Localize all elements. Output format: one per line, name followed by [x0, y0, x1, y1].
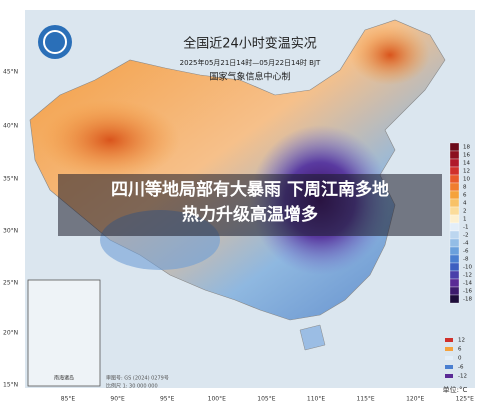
headline: 热力升级高温增多: [182, 204, 318, 225]
legend-label: 8: [463, 185, 467, 191]
small-legend-label: 12: [458, 338, 465, 344]
lat-label: 25°N: [3, 280, 18, 287]
lat-label: 20°N: [3, 330, 18, 337]
lon-label: 95°E: [160, 396, 175, 403]
lon-label: 125°E: [456, 396, 474, 403]
small-legend-label: -6: [458, 365, 464, 371]
small-legend-mark: [445, 365, 453, 369]
logo: [38, 25, 72, 59]
legend-label: -6: [463, 249, 469, 255]
legend-swatch: [449, 246, 460, 256]
lon-label: 110°E: [307, 396, 325, 403]
legend-swatch: [449, 286, 460, 296]
legend-label: 12: [463, 169, 470, 175]
legend-label: 4: [463, 201, 467, 207]
approval: 审图号: GS (2024) 0279号: [106, 375, 169, 382]
lon-label: 85°E: [61, 396, 76, 403]
legend-swatch: [449, 190, 460, 200]
legend-label: -4: [463, 241, 469, 247]
lat-label: 45°N: [3, 69, 18, 76]
small-legend-mark: [445, 356, 453, 360]
legend-label: 10: [463, 177, 470, 183]
legend-swatch: [449, 198, 460, 208]
legend-label: 2: [463, 209, 467, 215]
small-legend-mark: [445, 347, 453, 351]
legend-label: 6: [463, 193, 467, 199]
subtitle: 2025年05月21日14时—05月22日14时 BJT: [180, 58, 321, 67]
lon-label: 90°E: [110, 396, 125, 403]
legend-swatch: [449, 206, 460, 216]
legend-swatch: [449, 166, 460, 176]
small-legend-label: 6: [458, 347, 462, 353]
lat-label: 15°N: [3, 382, 18, 389]
legend-swatch: [449, 262, 460, 272]
lat-label: 35°N: [3, 176, 18, 183]
legend-label: 16: [463, 153, 470, 159]
legend-swatch: [449, 278, 460, 288]
legend-label: 14: [463, 161, 470, 167]
small-legend-mark: [445, 374, 453, 378]
legend-swatch: [449, 254, 460, 264]
legend-label: -2: [463, 233, 468, 239]
legend-swatch: [449, 294, 460, 304]
legend-unit: 单位:°C: [443, 385, 468, 394]
scale: 比例尺 1: 30 000 000: [106, 383, 158, 390]
legend-label: -18: [463, 297, 472, 303]
legend-swatch: [449, 150, 460, 160]
legend-swatch: [449, 230, 460, 240]
lon-label: 100°E: [208, 396, 226, 403]
legend-swatch: [449, 158, 460, 168]
inset-label: 南海诸岛: [54, 375, 74, 382]
legend-label: 1: [463, 217, 467, 223]
legend-label: -1: [463, 225, 468, 231]
issuer: 国家气象信息中心制: [209, 71, 290, 83]
small-legend-label: -12: [458, 374, 467, 380]
legend-label: 18: [463, 145, 470, 151]
legend-swatch: [449, 142, 460, 152]
legend-swatch: [449, 174, 460, 184]
legend-swatch: [449, 182, 460, 192]
logo-ring: [43, 30, 67, 54]
lon-label: 115°E: [356, 396, 374, 403]
headline: 四川等地局部有大暴雨 下周江南多地: [111, 179, 389, 200]
legend-label: -10: [463, 265, 472, 271]
legend-label: -12: [463, 273, 472, 279]
lat-label: 30°N: [3, 228, 18, 235]
legend-swatch: [449, 238, 460, 248]
lat-label: 40°N: [3, 123, 18, 130]
small-legend-label: 0: [458, 356, 462, 362]
legend-swatch: [449, 270, 460, 280]
lon-label: 105°E: [257, 396, 275, 403]
headline-band: [58, 174, 442, 236]
land: [29, 19, 446, 351]
legend-label: -8: [463, 257, 469, 263]
small-legend-mark: [445, 338, 453, 342]
legend-label: -14: [463, 281, 472, 287]
legend-label: -16: [463, 289, 472, 295]
legend-swatch: [449, 214, 460, 224]
lon-label: 120°E: [406, 396, 424, 403]
legend-swatch: [449, 222, 460, 232]
inset: [27, 279, 101, 387]
title: 全国近24小时变温实况: [183, 36, 317, 52]
